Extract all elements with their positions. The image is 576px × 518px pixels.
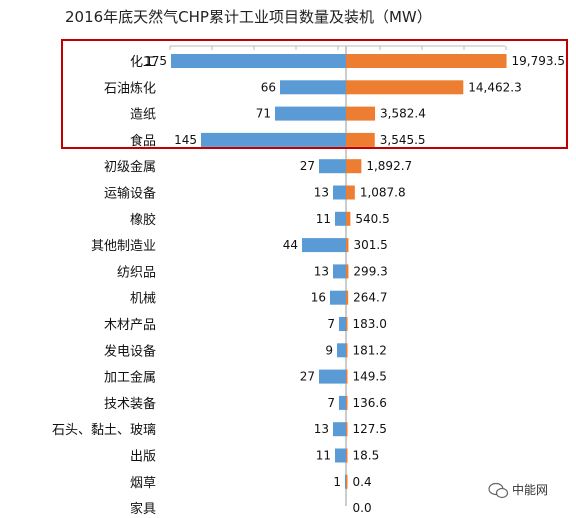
count-value-label: 7 <box>327 396 335 410</box>
capacity-value-label: 127.5 <box>353 422 387 436</box>
capacity-value-label: 18.5 <box>353 449 380 463</box>
count-bar <box>333 422 346 437</box>
category-label: 运输设备 <box>104 186 156 202</box>
highlight-box <box>61 39 568 149</box>
capacity-bar <box>346 290 349 305</box>
wechat-icon <box>488 482 509 499</box>
category-label: 石头、黏土、玻璃 <box>52 422 156 438</box>
count-bar <box>339 317 346 331</box>
count-bar <box>302 238 346 253</box>
capacity-value-label: 19,793.5 <box>512 54 565 68</box>
category-label: 初级金属 <box>104 159 156 175</box>
count-value-label: 44 <box>283 238 298 252</box>
category-label: 技术装备 <box>104 396 156 412</box>
capacity-value-label: 540.5 <box>355 212 389 226</box>
capacity-bar <box>346 211 351 226</box>
capacity-value-label: 301.5 <box>353 238 387 252</box>
count-value-label: 175 <box>144 54 167 68</box>
count-value-label: 13 <box>314 422 329 436</box>
count-value-label: 145 <box>174 133 197 147</box>
capacity-value-label: 299.3 <box>353 264 387 278</box>
capacity-value-label: 3,545.5 <box>380 133 426 147</box>
capacity-value-label: 14,462.3 <box>468 80 521 94</box>
count-value-label: 9 <box>325 343 333 357</box>
capacity-value-label: 1,892.7 <box>366 159 412 173</box>
category-label: 石油炼化 <box>104 81 156 96</box>
capacity-bar <box>346 422 348 437</box>
count-value-label: 13 <box>314 264 329 278</box>
capacity-value-label: 183.0 <box>353 317 387 331</box>
capacity-value-label: 1,087.8 <box>360 186 406 200</box>
capacity-value-label: 149.5 <box>353 370 387 384</box>
count-bar <box>345 474 346 489</box>
count-bar <box>330 290 346 305</box>
count-value-label: 7 <box>327 317 335 331</box>
category-label: 纺织品 <box>117 265 156 280</box>
count-bar <box>275 106 346 121</box>
capacity-bar <box>346 132 375 147</box>
count-bar <box>335 448 346 463</box>
category-label: 化工 <box>130 55 156 70</box>
count-bar <box>280 80 346 95</box>
category-label: 造纸 <box>130 108 156 123</box>
count-value-label: 66 <box>261 80 276 94</box>
capacity-bar <box>346 185 355 200</box>
category-label: 出版 <box>130 450 156 465</box>
count-value-label: 71 <box>256 107 271 121</box>
count-value-label: 16 <box>311 291 326 305</box>
bars-layer <box>171 54 507 489</box>
category-label: 其他制造业 <box>91 239 156 254</box>
capacity-bar <box>346 159 362 174</box>
category-label: 发电设备 <box>104 343 156 359</box>
category-label: 加工金属 <box>104 370 156 386</box>
watermark-text: 中能网 <box>512 482 548 497</box>
count-bar <box>319 369 346 384</box>
count-value-label: 11 <box>316 212 331 226</box>
chart-title: 2016年底天然气CHP累计工业项目数量及装机（MW） <box>65 8 432 26</box>
category-label: 烟草 <box>130 476 156 491</box>
capacity-value-label: 136.6 <box>353 396 387 410</box>
capacity-bar <box>346 317 348 331</box>
capacity-bar <box>346 369 348 384</box>
capacity-value-label: 264.7 <box>353 291 387 305</box>
count-bar <box>171 54 346 68</box>
count-bar <box>333 264 346 279</box>
capacity-value-label: 0.0 <box>353 501 372 515</box>
count-value-label: 13 <box>314 186 329 200</box>
capacity-bar <box>346 264 349 279</box>
capacity-value-label: 0.4 <box>353 475 372 489</box>
capacity-value-label: 181.2 <box>353 343 387 357</box>
category-label: 橡胶 <box>130 212 156 228</box>
count-value-label: 11 <box>316 449 331 463</box>
capacity-value-label: 3,582.4 <box>380 107 426 121</box>
category-label: 食品 <box>130 133 156 149</box>
count-bar <box>335 211 346 226</box>
category-label: 木材产品 <box>104 318 156 333</box>
count-bar <box>319 159 346 174</box>
count-value-label: 1 <box>333 475 341 489</box>
capacity-bar <box>346 54 507 68</box>
count-value-label: 27 <box>300 370 315 384</box>
count-bar <box>339 395 346 410</box>
count-bar <box>333 185 346 200</box>
count-value-label: 27 <box>300 159 315 173</box>
count-bar <box>337 343 346 358</box>
count-bar <box>201 132 346 147</box>
watermark: 中能网 <box>488 482 548 499</box>
capacity-bar <box>346 474 348 489</box>
capacity-bar <box>346 448 348 463</box>
category-label: 机械 <box>130 292 156 307</box>
capacity-bar <box>346 106 376 121</box>
capacity-bar <box>346 238 349 253</box>
category-label: 家具 <box>130 501 156 517</box>
capacity-bar <box>346 80 464 95</box>
capacity-bar <box>346 395 348 410</box>
capacity-bar <box>346 343 348 358</box>
